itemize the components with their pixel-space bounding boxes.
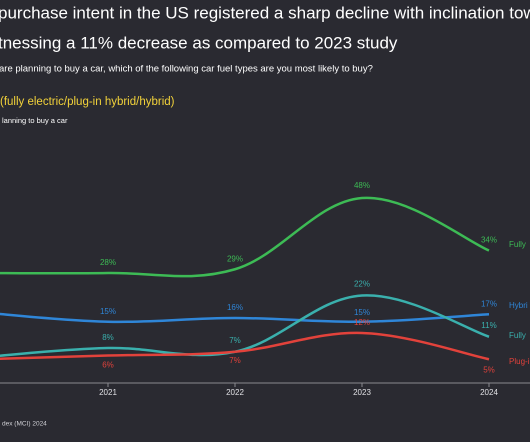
source: dex (MCI) 2024 — [2, 421, 47, 428]
series-line — [0, 312, 490, 324]
data-label: 16% — [227, 303, 243, 312]
data-label: 7% — [229, 356, 241, 365]
x-tick-label: 2024 — [480, 388, 498, 397]
data-label: 7% — [229, 336, 241, 345]
subtitle: are planning to buy a car, which of the … — [0, 64, 373, 75]
x-tick-label: 2023 — [353, 388, 371, 397]
data-label: 12% — [354, 318, 370, 327]
data-label: 17% — [481, 299, 497, 308]
data-label: 48% — [354, 181, 370, 190]
data-label: 15% — [100, 307, 116, 316]
data-label: 22% — [354, 280, 370, 289]
data-label: 15% — [354, 308, 370, 317]
data-label: 11% — [481, 321, 496, 330]
data-label: 28% — [100, 258, 116, 267]
legend-label: Plug-i — [509, 357, 530, 366]
series-line — [0, 196, 490, 278]
legend-label: Fully — [509, 331, 526, 340]
legend-label: Hybri — [509, 301, 528, 310]
data-label: 29% — [227, 254, 243, 263]
axis-note: lanning to buy a car — [2, 116, 68, 125]
x-tick-label: 2021 — [99, 388, 117, 397]
legend-label: Fully — [509, 240, 526, 249]
x-tick-label: 2022 — [226, 388, 244, 397]
series-line — [0, 331, 490, 361]
data-label: 5% — [483, 365, 495, 374]
data-label: 34% — [481, 236, 497, 245]
data-label: 8% — [102, 333, 114, 342]
title-line: tnessing a 11% decrease as compared to 2… — [0, 33, 398, 52]
legend-title: (fully electric/plug-in hybrid/hybrid) — [0, 96, 175, 108]
title-line: purchase intent in the US registered a s… — [0, 3, 530, 22]
data-label: 6% — [102, 361, 114, 370]
